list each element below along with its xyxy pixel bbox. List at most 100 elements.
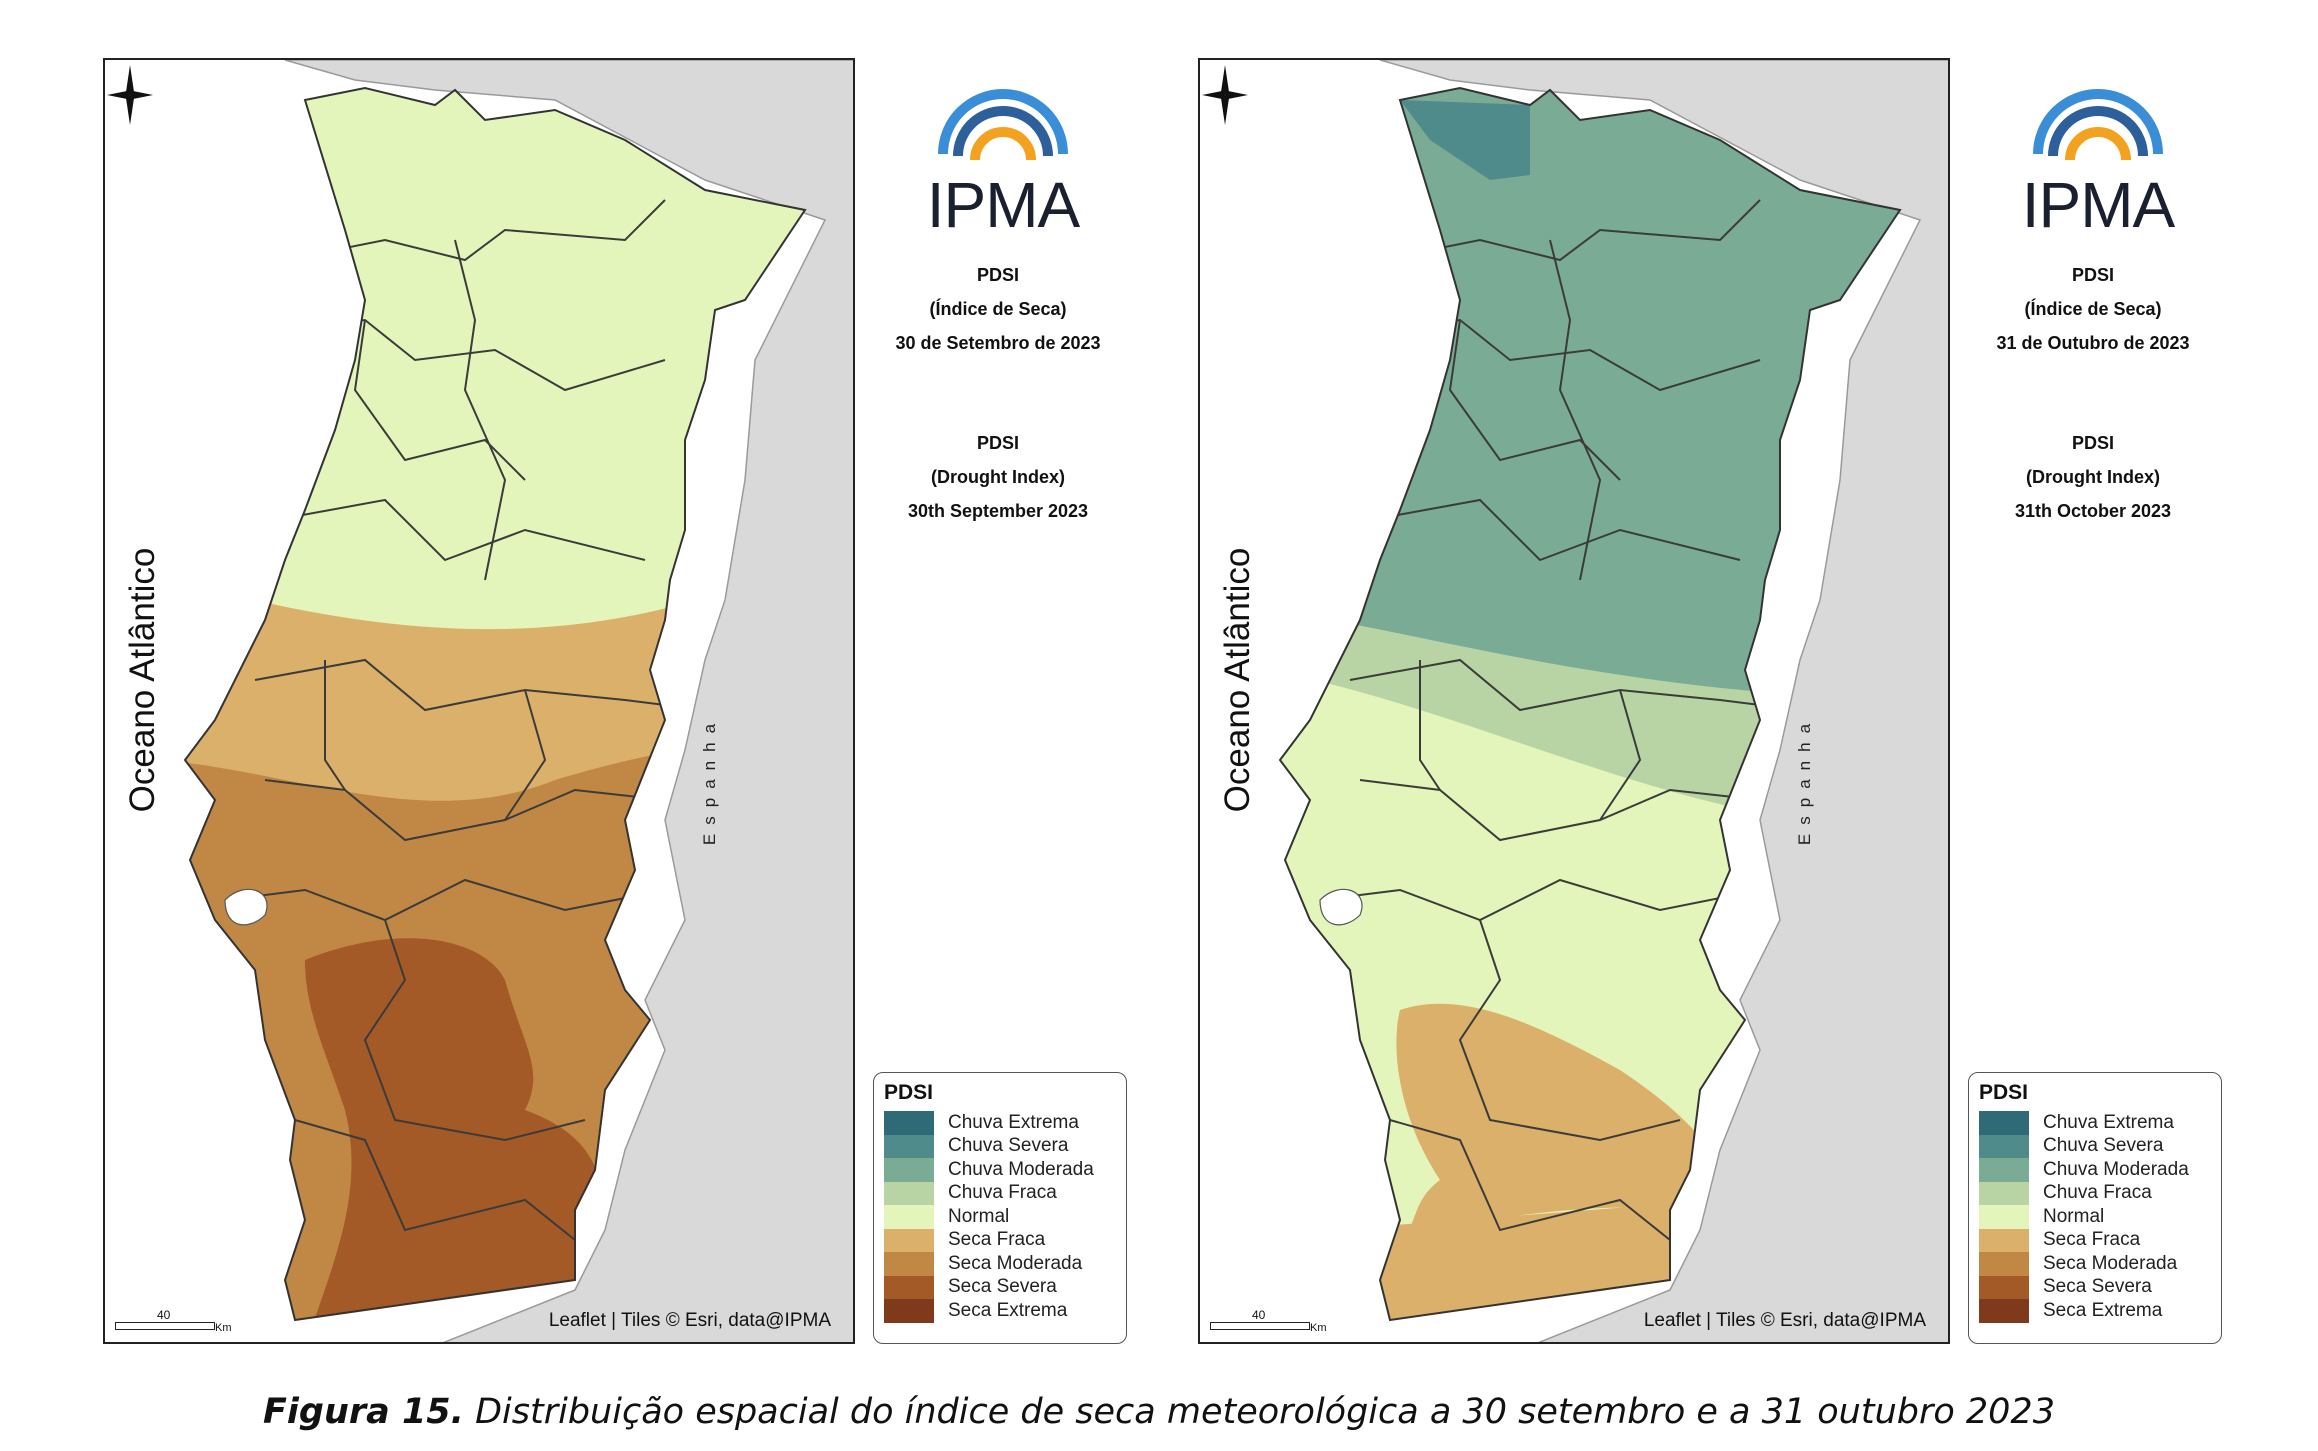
spain-landmass (1379, 60, 1948, 1342)
portugal-outline (1278, 86, 1902, 1322)
legend-swatch (884, 1158, 934, 1182)
info-date: 30th September 2023 (907, 501, 1089, 521)
info-line: (Drought Index) (2026, 467, 2160, 487)
legend-swatch (1979, 1275, 2029, 1299)
legend-item: Normal (884, 1205, 1116, 1229)
index-info-pt: PDSI (Índice de Seca) 31 de Outubro de 2… (1968, 258, 2218, 360)
legend-swatch (884, 1134, 934, 1158)
band-seca-fraca (1340, 1003, 1900, 1320)
legend-swatch (884, 1111, 934, 1135)
legend-item: Seca Fraca (1979, 1228, 2211, 1252)
ipma-logo: IPMA (2018, 76, 2178, 241)
legend-title: PDSI (884, 1081, 934, 1104)
legend-label: Chuva Fraca (948, 1182, 1057, 1204)
legend-swatch (884, 1205, 934, 1229)
legend-item: Normal (1979, 1205, 2211, 1229)
portugal-outline (183, 86, 807, 1322)
map-panel-september: Oceano Atlântico Espanha Leaflet | Tiles… (103, 58, 1127, 1344)
tagus-estuary (224, 888, 268, 926)
legend-items: Chuva Extrema Chuva Severa Chuva Moderada C… (1979, 1111, 2211, 1323)
legend-label: Seca Extrema (948, 1299, 1068, 1321)
info-line: PDSI (2071, 265, 2114, 285)
index-info-pt: PDSI (Índice de Seca) 30 de Setembro de … (873, 258, 1123, 360)
legend-swatch (1979, 1228, 2029, 1252)
map-frame: Oceano Atlântico Espanha Leaflet | Tiles… (103, 58, 855, 1344)
info-line: PDSI (976, 433, 1019, 453)
legend-item: Seca Severa (1979, 1275, 2211, 1299)
legend-swatch (1979, 1299, 2029, 1323)
caption-text: Distribuição espacial do índice de seca … (463, 1392, 2055, 1432)
legend-item: Chuva Moderada (884, 1158, 1116, 1182)
legend-item: Chuva Moderada (1979, 1158, 2211, 1182)
legend-swatch (1979, 1111, 2029, 1135)
figure-caption: Figura 15. Distribuição espacial do índi… (0, 1392, 2318, 1432)
info-line: PDSI (2071, 433, 2114, 453)
legend-label: Seca Moderada (948, 1252, 1083, 1274)
portugal-map (183, 60, 853, 1342)
north-arrow-icon (107, 65, 153, 125)
info-line: PDSI (976, 265, 1019, 285)
north-arrow-icon (1202, 65, 1248, 125)
legend-item: Seca Fraca (884, 1228, 1116, 1252)
legend-label: Seca Fraca (2043, 1229, 2141, 1251)
legend-swatch (884, 1252, 934, 1276)
legend-items: Chuva Extrema Chuva Severa Chuva Moderada C… (884, 1111, 1116, 1323)
legend-label: Seca Moderada (2043, 1252, 2178, 1274)
legend-label: Seca Fraca (948, 1229, 1046, 1251)
legend-label: Seca Extrema (2043, 1299, 2163, 1321)
legend-label: Chuva Fraca (2043, 1182, 2152, 1204)
district-borders (1319, 199, 1801, 1241)
legend-label: Chuva Extrema (2043, 1111, 2174, 1133)
legend-label: Chuva Moderada (948, 1158, 1094, 1180)
legend-swatch (1979, 1252, 2029, 1276)
legend-item: Seca Extrema (884, 1299, 1116, 1323)
band-chuva-severa (1400, 100, 1530, 180)
legend-label: Seca Severa (2043, 1276, 2152, 1298)
legend-swatch (884, 1275, 934, 1299)
index-info-en: PDSI (Drought Index) 31th October 2023 (1968, 426, 2218, 528)
legend-swatch (1979, 1158, 2029, 1182)
ipma-logo-text: IPMA (926, 169, 1080, 241)
pdsi-legend: PDSI Chuva Extrema Chuva Severa Chuva Mode… (873, 1072, 1127, 1344)
legend-item: Seca Moderada (884, 1252, 1116, 1276)
legend-item: Seca Moderada (1979, 1252, 2211, 1276)
legend-item: Chuva Severa (1979, 1134, 2211, 1158)
legend-item: Chuva Extrema (1979, 1111, 2211, 1135)
index-info-en: PDSI (Drought Index) 30th September 2023 (873, 426, 1123, 528)
legend-label: Chuva Severa (2043, 1135, 2164, 1157)
ipma-logo: IPMA (923, 76, 1083, 241)
info-line: (Índice de Seca) (929, 299, 1067, 319)
chuva-severa-patch (1400, 100, 1530, 180)
map-attribution[interactable]: Leaflet | Tiles © Esri, data@IPMA (548, 1310, 831, 1331)
map-attribution[interactable]: Leaflet | Tiles © Esri, data@IPMA (1643, 1310, 1926, 1331)
caption-label: Figura 15. (263, 1392, 464, 1432)
legend-label: Chuva Moderada (2043, 1158, 2189, 1180)
legend-item: Seca Extrema (1979, 1299, 2211, 1323)
ipma-arc-icon (2033, 89, 2163, 161)
info-line: (Drought Index) (931, 467, 1065, 487)
info-date: 31th October 2023 (2014, 501, 2172, 521)
legend-label: Seca Severa (948, 1276, 1057, 1298)
ipma-arc-icon (938, 89, 1068, 161)
legend-label: Chuva Extrema (948, 1111, 1079, 1133)
legend-item: Chuva Fraca (884, 1181, 1116, 1205)
ipma-logo-text: IPMA (2021, 169, 2175, 241)
legend-label: Normal (2043, 1205, 2105, 1227)
map-frame: Oceano Atlântico Espanha Leaflet | Tiles… (1198, 58, 1950, 1344)
legend-swatch (884, 1228, 934, 1252)
map-panel-october: Oceano Atlântico Espanha Leaflet | Tiles… (1198, 58, 2222, 1344)
legend-swatch (1979, 1134, 2029, 1158)
legend-label: Normal (948, 1205, 1010, 1227)
legend-swatch (884, 1181, 934, 1205)
legend-item: Chuva Extrema (884, 1111, 1116, 1135)
scale-unit: Km (215, 1322, 232, 1334)
spain-landmass (284, 60, 853, 1342)
legend-title: PDSI (1979, 1081, 2029, 1104)
legend-item: Chuva Fraca (1979, 1181, 2211, 1205)
info-date: 31 de Outubro de 2023 (1996, 333, 2190, 353)
legend-swatch (884, 1299, 934, 1323)
legend-label: Chuva Severa (948, 1135, 1069, 1157)
portugal-map (1278, 60, 1948, 1342)
scale-value: 40 (157, 1308, 171, 1322)
tagus-estuary (1319, 888, 1363, 926)
